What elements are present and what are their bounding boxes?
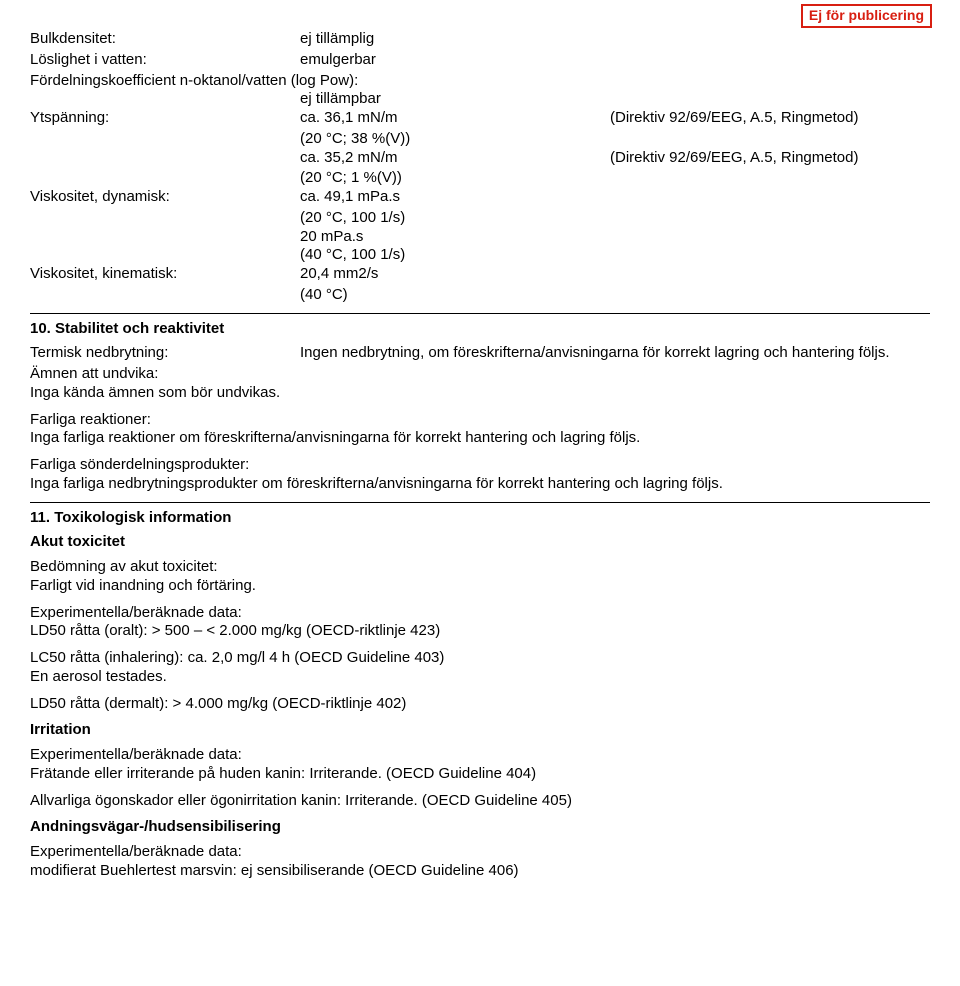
aerosol-note: En aerosol testades. bbox=[30, 668, 930, 687]
viscosity-kinematic-label: Viskositet, kinematisk: bbox=[30, 265, 300, 284]
bulk-density-value: ej tillämplig bbox=[300, 30, 610, 49]
property-row: ca. 35,2 mN/m (Direktiv 92/69/EEG, A.5, … bbox=[30, 149, 930, 168]
viscosity-dynamic-label: Viskositet, dynamisk: bbox=[30, 188, 300, 207]
property-row: Löslighet i vatten: emulgerbar bbox=[30, 51, 930, 70]
partition-label: Fördelningskoefficient n-oktanol/vatten … bbox=[30, 72, 930, 91]
experimental-data-label: Experimentella/beräknade data: bbox=[30, 604, 930, 623]
avoid-text: Inga kända ämnen som bör undvikas. bbox=[30, 384, 930, 403]
property-row: Bulkdensitet: ej tillämplig bbox=[30, 30, 930, 49]
sensitization-heading: Andningsvägar-/hudsensibilisering bbox=[30, 818, 930, 837]
ld50-oral: LD50 råtta (oralt): > 500 – < 2.000 mg/k… bbox=[30, 622, 930, 641]
irritation-skin: Frätande eller irriterande på huden kani… bbox=[30, 765, 930, 784]
thermal-decomposition-value: Ingen nedbrytning, om föreskrifterna/anv… bbox=[300, 344, 930, 363]
reactions-text: Inga farliga reaktioner om föreskriftern… bbox=[30, 429, 930, 448]
surface-tension-condition-2: (20 °C; 1 %(V)) bbox=[300, 169, 610, 188]
property-row: Ytspänning: ca. 36,1 mN/m (Direktiv 92/6… bbox=[30, 109, 930, 128]
solubility-label: Löslighet i vatten: bbox=[30, 51, 300, 70]
section-10-heading: 10. Stabilitet och reaktivitet bbox=[30, 320, 930, 339]
acute-toxicity-heading: Akut toxicitet bbox=[30, 533, 930, 552]
divider bbox=[30, 313, 930, 314]
decomposition-label: Farliga sönderdelningsprodukter: bbox=[30, 456, 930, 475]
property-row: Viskositet, kinematisk: 20,4 mm2/s bbox=[30, 265, 930, 284]
property-row: Termisk nedbrytning: Ingen nedbrytning, … bbox=[30, 344, 930, 363]
viscosity-kinematic-condition: (40 °C) bbox=[300, 286, 610, 305]
irritation-eye: Allvarliga ögonskador eller ögonirritati… bbox=[30, 792, 930, 811]
experimental-data-label-2: Experimentella/beräknade data: bbox=[30, 746, 930, 765]
surface-tension-value-2: ca. 35,2 mN/m bbox=[300, 149, 610, 168]
acute-assessment-label: Bedömning av akut toxicitet: bbox=[30, 558, 930, 577]
viscosity-dynamic-value-1: ca. 49,1 mPa.s bbox=[300, 188, 610, 207]
lc50-inhalation: LC50 råtta (inhalering): ca. 2,0 mg/l 4 … bbox=[30, 649, 930, 668]
viscosity-dynamic-condition-2: (40 °C, 100 1/s) bbox=[300, 246, 610, 265]
viscosity-dynamic-value-2: 20 mPa.s bbox=[300, 228, 610, 247]
surface-tension-condition-1: (20 °C; 38 %(V)) bbox=[300, 130, 610, 149]
divider bbox=[30, 502, 930, 503]
page: Ej för publicering Bulkdensitet: ej till… bbox=[0, 0, 960, 986]
surface-tension-label: Ytspänning: bbox=[30, 109, 300, 128]
partition-value: ej tillämpbar bbox=[300, 90, 610, 109]
avoid-label: Ämnen att undvika: bbox=[30, 365, 930, 384]
viscosity-dynamic-condition-1: (20 °C, 100 1/s) bbox=[300, 209, 610, 228]
property-row: Viskositet, dynamisk: ca. 49,1 mPa.s bbox=[30, 188, 930, 207]
irritation-heading: Irritation bbox=[30, 721, 930, 740]
thermal-decomposition-label: Termisk nedbrytning: bbox=[30, 344, 300, 363]
acute-assessment-text: Farligt vid inandning och förtäring. bbox=[30, 577, 930, 596]
viscosity-kinematic-value: 20,4 mm2/s bbox=[300, 265, 610, 284]
surface-tension-note-2: (Direktiv 92/69/EEG, A.5, Ringmetod) bbox=[610, 149, 930, 168]
section-11-heading: 11. Toxikologisk information bbox=[30, 509, 930, 528]
surface-tension-note-1: (Direktiv 92/69/EEG, A.5, Ringmetod) bbox=[610, 109, 930, 128]
not-for-publication-stamp: Ej för publicering bbox=[801, 4, 932, 28]
ld50-dermal: LD50 råtta (dermalt): > 4.000 mg/kg (OEC… bbox=[30, 695, 930, 714]
surface-tension-value-1: ca. 36,1 mN/m bbox=[300, 109, 610, 128]
sensitization-text: modifierat Buehlertest marsvin: ej sensi… bbox=[30, 862, 930, 881]
solubility-value: emulgerbar bbox=[300, 51, 610, 70]
experimental-data-label-3: Experimentella/beräknade data: bbox=[30, 843, 930, 862]
decomposition-text: Inga farliga nedbrytningsprodukter om fö… bbox=[30, 475, 930, 494]
reactions-label: Farliga reaktioner: bbox=[30, 411, 930, 430]
bulk-density-label: Bulkdensitet: bbox=[30, 30, 300, 49]
